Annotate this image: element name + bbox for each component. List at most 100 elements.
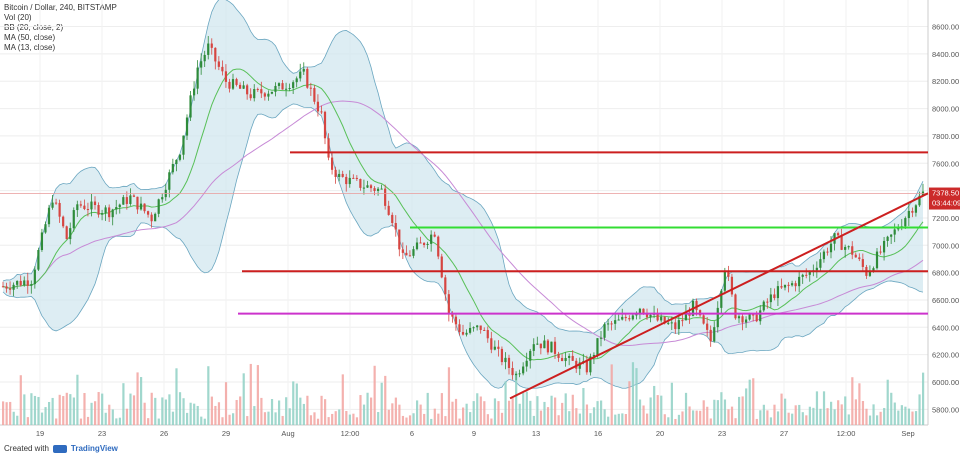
volume-bar <box>844 396 847 425</box>
volume-bar <box>539 410 543 425</box>
volume-bar <box>575 408 578 425</box>
volume-bar <box>603 409 606 425</box>
volume-bar <box>143 402 146 425</box>
volume-bar <box>129 393 132 425</box>
volume-bar <box>65 392 68 425</box>
candle-body <box>645 313 649 318</box>
volume-bar <box>808 406 811 425</box>
candle-body <box>734 294 737 319</box>
volume-bar <box>762 404 765 425</box>
chart-legend: Bitcoin / Dollar, 240, BITSTAMP Vol (20)… <box>4 3 117 53</box>
candle-body <box>543 340 546 349</box>
volume-bar <box>48 401 51 425</box>
volume-bar <box>684 392 688 425</box>
x-tick-label: 12:00 <box>837 429 856 438</box>
volume-bar <box>221 417 224 425</box>
volume-bar <box>692 410 695 425</box>
candle-body <box>518 373 521 375</box>
volume-bar <box>391 403 394 425</box>
volume-bar <box>794 405 797 425</box>
candle-body <box>51 202 54 208</box>
candle-body <box>794 283 797 287</box>
x-tick-label: 29 <box>222 429 230 438</box>
candle-body <box>854 254 857 258</box>
volume-bar <box>614 414 617 425</box>
last-price-countdown: 03:44:09 <box>932 199 960 208</box>
candle-body <box>288 88 291 90</box>
volume-bar <box>327 417 330 425</box>
candle-body <box>553 341 557 354</box>
volume-bar <box>72 397 75 425</box>
candle-body <box>748 314 751 320</box>
volume-bar <box>907 408 911 425</box>
candle-body <box>628 318 631 320</box>
candle-body <box>306 68 309 88</box>
candle-body <box>890 234 893 237</box>
volume-bar <box>405 417 408 425</box>
candle-body <box>355 177 358 179</box>
candle-body <box>54 202 58 204</box>
candle-body <box>454 316 458 325</box>
candle-body <box>323 111 327 139</box>
candle-body <box>40 232 44 250</box>
candle-body <box>829 243 833 253</box>
candle-body <box>752 314 755 316</box>
candle-body <box>836 233 840 236</box>
legend-ma50: MA (50, close) <box>4 33 56 42</box>
candle-body <box>58 202 61 217</box>
candle-body <box>578 362 581 369</box>
candle-body <box>522 366 525 374</box>
candle-body <box>769 294 772 303</box>
volume-bar <box>465 403 468 425</box>
candle-body <box>348 177 351 185</box>
volume-bar <box>83 393 86 425</box>
candle-body <box>433 234 436 237</box>
volume-bar <box>780 393 783 425</box>
volume-bar <box>97 392 100 425</box>
candle-body <box>90 201 93 210</box>
volume-bar <box>801 412 804 425</box>
candle-body <box>189 95 192 118</box>
candle-body <box>8 288 12 290</box>
volume-bar <box>677 414 681 425</box>
y-tick-label: 6000.00 <box>932 378 959 387</box>
volume-bar <box>525 391 528 425</box>
volume-bar <box>9 401 12 425</box>
candle-body <box>83 205 86 210</box>
volume-bar <box>791 413 794 425</box>
candle-body <box>610 323 613 325</box>
candle-body <box>762 301 765 311</box>
candle-body <box>196 67 199 89</box>
candle-body <box>667 322 670 324</box>
volume-bar <box>819 408 822 425</box>
candle-body <box>525 360 528 367</box>
candle-body <box>316 101 320 112</box>
x-tick-label: 23 <box>98 429 106 438</box>
x-tick-label: 27 <box>780 429 788 438</box>
candle-body <box>292 82 295 89</box>
volume-bar <box>897 410 900 425</box>
candle-body <box>192 88 196 96</box>
volume-bar <box>607 416 610 425</box>
volume-bar <box>55 418 58 425</box>
candle-body <box>741 316 744 323</box>
candle-body <box>500 348 504 363</box>
candle-body <box>596 338 599 355</box>
candle-body <box>695 300 698 311</box>
volume-bar <box>345 411 348 425</box>
volume-bar <box>90 402 93 425</box>
candle-body <box>614 320 617 324</box>
candle-body <box>139 203 143 210</box>
legend-ma13: MA (13, close) <box>4 43 56 52</box>
candle-body <box>93 201 97 206</box>
candle-body <box>313 88 316 102</box>
volume-bar <box>847 414 850 425</box>
candle-body <box>440 256 443 278</box>
volume-bar <box>299 397 302 425</box>
volume-bar <box>600 400 603 425</box>
volume-bar <box>362 404 366 425</box>
candle-body <box>444 277 447 295</box>
candle-body <box>858 257 861 260</box>
candle-body <box>376 188 380 191</box>
